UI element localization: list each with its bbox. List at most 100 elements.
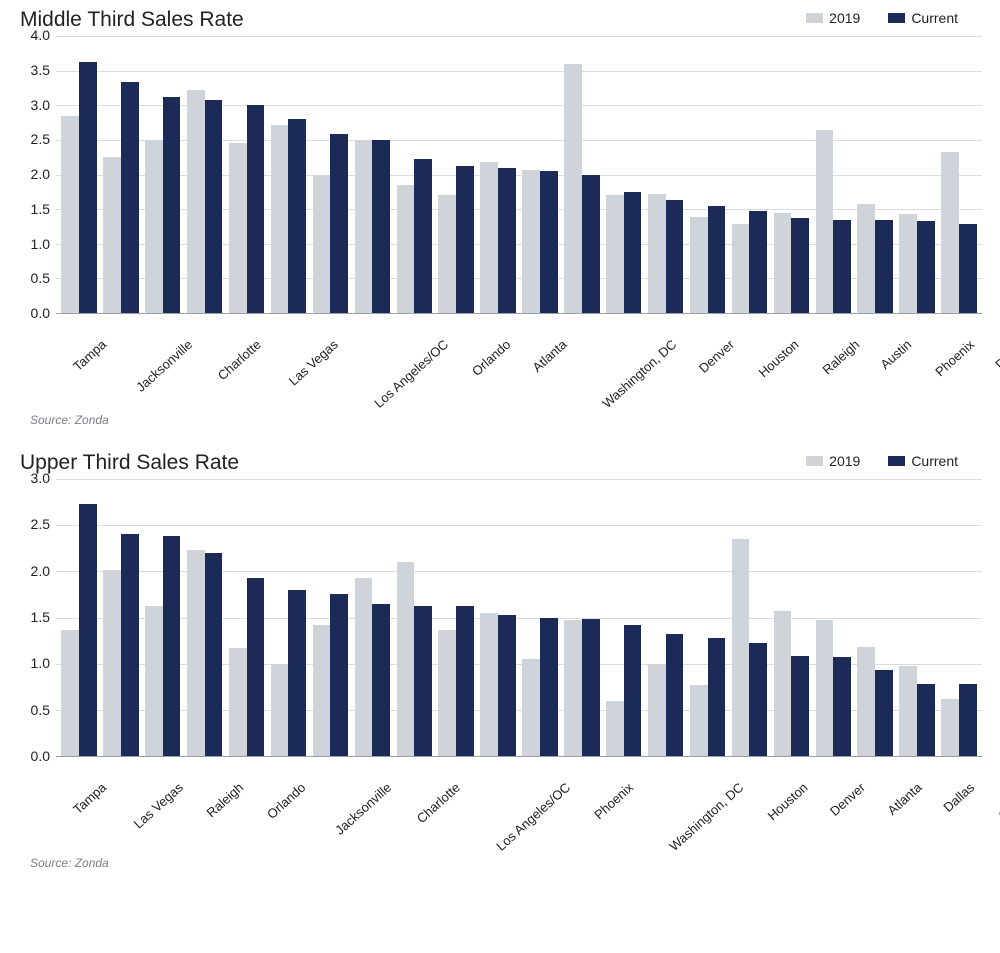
bar-group bbox=[393, 479, 435, 756]
bar-group bbox=[561, 479, 603, 756]
bar-group bbox=[184, 479, 226, 756]
x-axis: TampaLas VegasRaleighOrlandoJacksonville… bbox=[18, 763, 982, 778]
bar-group bbox=[770, 479, 812, 756]
bar-group bbox=[812, 36, 854, 313]
bar-group bbox=[896, 36, 938, 313]
bar bbox=[690, 217, 708, 313]
bar bbox=[397, 562, 415, 756]
bar-group bbox=[854, 36, 896, 313]
bar bbox=[247, 105, 265, 313]
chart-0: Middle Third Sales Rate2019Current50% of… bbox=[18, 8, 982, 427]
bar bbox=[229, 648, 247, 756]
bar bbox=[61, 116, 79, 313]
bar bbox=[145, 606, 163, 756]
bar-group bbox=[603, 36, 645, 313]
legend-item: Current bbox=[888, 10, 958, 26]
x-axis: TampaJacksonvilleCharlotteLas VegasLos A… bbox=[18, 320, 982, 335]
bar-group bbox=[729, 36, 771, 313]
bar bbox=[372, 140, 390, 313]
bar-group bbox=[435, 36, 477, 313]
bar bbox=[540, 171, 558, 313]
bar bbox=[899, 214, 917, 313]
bar-group bbox=[268, 36, 310, 313]
legend-label: Current bbox=[911, 453, 958, 469]
legend-item: Current bbox=[888, 453, 958, 469]
plot-area bbox=[56, 479, 982, 757]
y-axis: 3.02.52.01.51.00.50.0 bbox=[18, 479, 56, 757]
bar bbox=[816, 620, 834, 756]
bar bbox=[582, 175, 600, 314]
bar bbox=[875, 220, 893, 313]
x-label: Chicago bbox=[995, 769, 1000, 823]
bar-group bbox=[519, 479, 561, 756]
chart-1: Upper Third Sales Rate2019Current60% of … bbox=[18, 451, 982, 870]
bar bbox=[540, 618, 558, 757]
legend-swatch bbox=[806, 13, 823, 23]
bar bbox=[355, 578, 373, 756]
legend-label: 2019 bbox=[829, 10, 860, 26]
bar bbox=[288, 590, 306, 756]
bar bbox=[103, 157, 121, 313]
bar bbox=[606, 195, 624, 313]
bar bbox=[749, 211, 767, 313]
bar bbox=[708, 638, 726, 756]
bar bbox=[941, 699, 959, 756]
source-text: Source: Zonda bbox=[30, 856, 982, 870]
bar bbox=[480, 613, 498, 756]
bar bbox=[330, 594, 348, 756]
bar bbox=[480, 162, 498, 313]
bar-group bbox=[812, 479, 854, 756]
bar-group bbox=[477, 479, 519, 756]
bar-group bbox=[477, 36, 519, 313]
bar bbox=[103, 570, 121, 757]
legend-label: Current bbox=[911, 10, 958, 26]
legend: 2019 Current bbox=[806, 10, 958, 26]
bar bbox=[247, 578, 265, 756]
bar bbox=[205, 553, 223, 756]
bar-group bbox=[226, 36, 268, 313]
legend-item: 2019 bbox=[806, 10, 860, 26]
bar bbox=[690, 685, 708, 756]
bar-group bbox=[142, 36, 184, 313]
bar bbox=[959, 224, 977, 313]
bar bbox=[271, 664, 289, 756]
bar bbox=[438, 630, 456, 756]
bar bbox=[414, 606, 432, 757]
bar bbox=[163, 536, 181, 756]
bar-group bbox=[351, 36, 393, 313]
bars-container bbox=[56, 36, 982, 313]
bar bbox=[857, 647, 875, 756]
bar bbox=[875, 670, 893, 756]
bar bbox=[732, 224, 750, 313]
bar bbox=[187, 90, 205, 313]
bar bbox=[648, 664, 666, 756]
bar bbox=[648, 194, 666, 313]
bar bbox=[582, 619, 600, 756]
plot-area bbox=[56, 36, 982, 314]
bar-group bbox=[100, 479, 142, 756]
bar-group bbox=[268, 479, 310, 756]
bar bbox=[666, 634, 684, 756]
bar-group bbox=[309, 479, 351, 756]
bar bbox=[941, 152, 959, 313]
bar bbox=[498, 615, 516, 756]
bar-group bbox=[938, 36, 980, 313]
bar bbox=[732, 539, 750, 756]
bar bbox=[624, 625, 642, 756]
bar bbox=[564, 64, 582, 313]
bar bbox=[857, 204, 875, 313]
legend-item: 2019 bbox=[806, 453, 860, 469]
bar-group bbox=[603, 479, 645, 756]
bar bbox=[774, 213, 792, 313]
bar bbox=[564, 620, 582, 756]
bar bbox=[606, 701, 624, 756]
bar-group bbox=[309, 36, 351, 313]
bar bbox=[414, 159, 432, 313]
bar bbox=[791, 656, 809, 756]
legend: 2019 Current bbox=[806, 453, 958, 469]
x-label: Dallas bbox=[992, 326, 1000, 372]
bar bbox=[624, 192, 642, 313]
bar bbox=[163, 97, 181, 313]
bar bbox=[187, 550, 205, 756]
bar bbox=[121, 534, 139, 756]
